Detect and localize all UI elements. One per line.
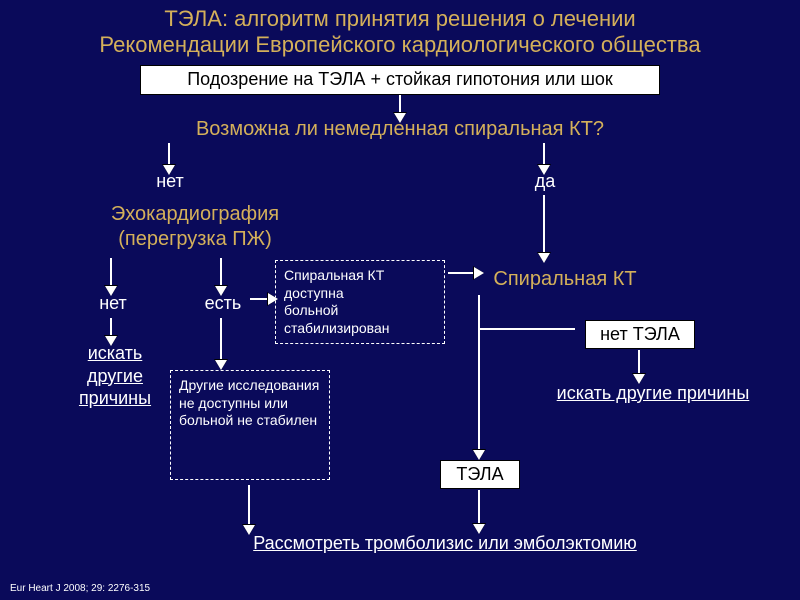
arrow-7	[220, 318, 222, 360]
node-spiral_ct-line0: Спиральная КТ	[484, 267, 646, 292]
node-search2-line0: искать другие причины	[542, 382, 764, 405]
arrow-12	[638, 350, 640, 374]
node-echo: Эхокардиография(перегрузка ПЖ)	[70, 200, 320, 254]
node-notavail: Другие исследования не доступны или боль…	[170, 370, 330, 480]
node-thromb: Рассмотреть тромболизис или эмболэктомию	[210, 530, 680, 557]
node-tela: ТЭЛА	[440, 460, 520, 489]
title-line2: Рекомендации Европейского кардиологическ…	[0, 32, 800, 58]
node-no_tela-line0: нет ТЭЛА	[590, 323, 690, 346]
node-avail-line1: больной стабилизирован	[284, 302, 436, 337]
arrow-2	[543, 143, 545, 165]
node-search1: искать другие причины	[55, 340, 175, 412]
node-tela-line0: ТЭЛА	[445, 463, 515, 486]
node-echo-line1: (перегрузка ПЖ)	[74, 227, 316, 252]
arrow-8	[250, 298, 268, 300]
arrow-10	[478, 295, 480, 450]
node-thromb-line0: Рассмотреть тромболизис или эмболэктомию	[214, 532, 676, 555]
arrow-13	[478, 490, 480, 524]
node-search2: искать другие причины	[538, 380, 768, 407]
arrow-4	[110, 258, 112, 286]
arrow-0	[399, 95, 401, 113]
node-echo-line0: Эхокардиография	[74, 202, 316, 227]
node-no_tela: нет ТЭЛА	[585, 320, 695, 349]
arrow-9	[448, 272, 474, 274]
flowchart-canvas: ТЭЛА: алгоритм принятия решения о лечени…	[0, 0, 800, 600]
node-start: Подозрение на ТЭЛА + стойкая гипотония и…	[140, 65, 660, 95]
node-avail: Спиральная КТ доступнабольной стабилизир…	[275, 260, 445, 344]
node-search1-line0: искать другие причины	[59, 342, 171, 410]
title-line1: ТЭЛА: алгоритм принятия решения о лечени…	[0, 6, 800, 32]
node-start-line0: Подозрение на ТЭЛА + стойкая гипотония и…	[145, 68, 655, 91]
node-notavail-line0: Другие исследования не доступны или боль…	[179, 377, 321, 430]
node-avail-line0: Спиральная КТ доступна	[284, 267, 436, 302]
arrow-5	[220, 258, 222, 286]
arrow-1	[168, 143, 170, 165]
arrow-6	[110, 318, 112, 336]
node-spiral_ct: Спиральная КТ	[480, 265, 650, 294]
arrow-14	[248, 485, 250, 525]
arrow-11	[480, 328, 575, 330]
slide-title: ТЭЛА: алгоритм принятия решения о лечени…	[0, 6, 800, 59]
arrow-3	[543, 195, 545, 253]
citation: Eur Heart J 2008; 29: 2276-315	[10, 583, 150, 594]
